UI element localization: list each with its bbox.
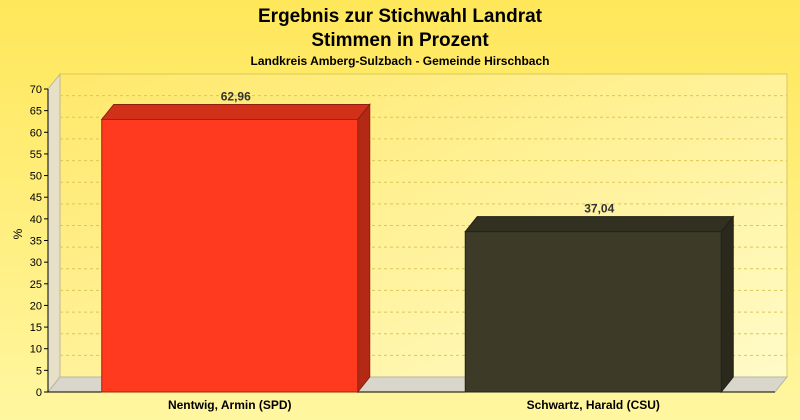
bar-value-label: 37,04 <box>584 202 614 216</box>
y-tick-label: 50 <box>30 171 42 183</box>
y-tick-label: 30 <box>30 257 42 269</box>
y-tick-label: 60 <box>30 127 42 139</box>
y-tick-label: 15 <box>30 322 42 334</box>
y-tick-label: 25 <box>30 279 42 291</box>
x-category-label: Nentwig, Armin (SPD) <box>168 398 292 412</box>
y-tick-label: 45 <box>30 192 42 204</box>
chart-title: Ergebnis zur Stichwahl Landrat <box>258 6 543 27</box>
plot-side-wall <box>47 72 61 394</box>
bars: 62,96 Nentwig, Armin (SPD) 37,04 Schwartz, … <box>100 89 735 412</box>
y-tick-label: 65 <box>30 106 42 118</box>
y-tick-label: 55 <box>30 149 42 161</box>
bar-top <box>464 216 735 233</box>
y-tick-label: 10 <box>30 344 42 356</box>
bar-top <box>100 103 371 120</box>
chart-title-line2: Stimmen in Prozent <box>311 30 489 51</box>
y-tick-label: 0 <box>36 387 42 399</box>
bar-side <box>357 103 371 394</box>
y-axis-label: % <box>11 228 25 239</box>
y-tick-label: 5 <box>36 365 42 377</box>
bar-group: 62,96 Nentwig, Armin (SPD) <box>100 89 371 412</box>
y-tick-label: 70 <box>30 84 42 96</box>
bar-side <box>720 215 734 394</box>
y-tick-label: 40 <box>30 214 42 226</box>
bar <box>464 231 722 393</box>
y-tick-label: 20 <box>30 300 42 312</box>
bar <box>101 118 359 393</box>
chart-subtitle: Landkreis Amberg-Sulzbach - Gemeinde Hir… <box>251 54 550 68</box>
x-category-label: Schwartz, Harald (CSU) <box>527 398 660 412</box>
bar-value-label: 62,96 <box>221 89 251 103</box>
y-tick-label: 35 <box>30 236 42 248</box>
bar-group: 37,04 Schwartz, Harald (CSU) <box>464 202 735 412</box>
